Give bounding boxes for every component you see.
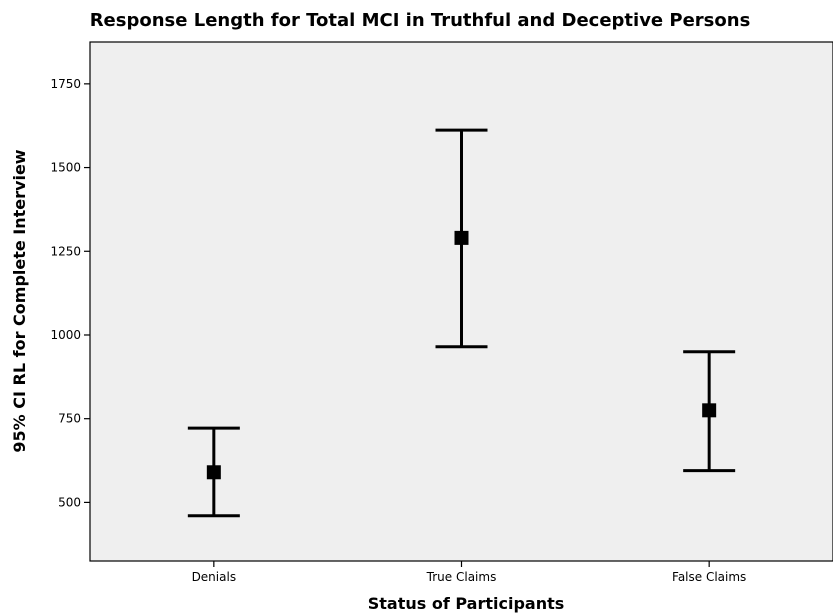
y-tick-label: 500 (58, 495, 81, 509)
error-bar-group (683, 350, 736, 473)
chart-title: Response Length for Total MCI in Truthfu… (90, 10, 751, 31)
y-axis-label: 95% CI RL for Complete Interview (10, 149, 29, 452)
error-bar-group (435, 128, 488, 349)
x-tick-label: True Claims (426, 570, 497, 584)
x-tick-label: False Claims (672, 570, 746, 584)
x-tick-label: Denials (192, 570, 237, 584)
y-tick-label: 1250 (50, 244, 81, 258)
y-tick-label: 1500 (50, 161, 81, 175)
y-tick-label: 1750 (50, 77, 81, 91)
error-bar-group (187, 426, 240, 518)
x-axis-label: Status of Participants (368, 594, 565, 613)
x-axis-ticks: Denials True Claims False Claims (192, 561, 746, 584)
mean-marker (702, 403, 717, 418)
y-tick-label: 750 (58, 412, 81, 426)
mean-marker (206, 465, 221, 480)
y-axis-ticks: 500 750 1000 1250 1500 1750 (50, 77, 90, 509)
y-tick-label: 1000 (50, 328, 81, 342)
mean-marker (454, 230, 469, 245)
error-bars (187, 128, 736, 518)
